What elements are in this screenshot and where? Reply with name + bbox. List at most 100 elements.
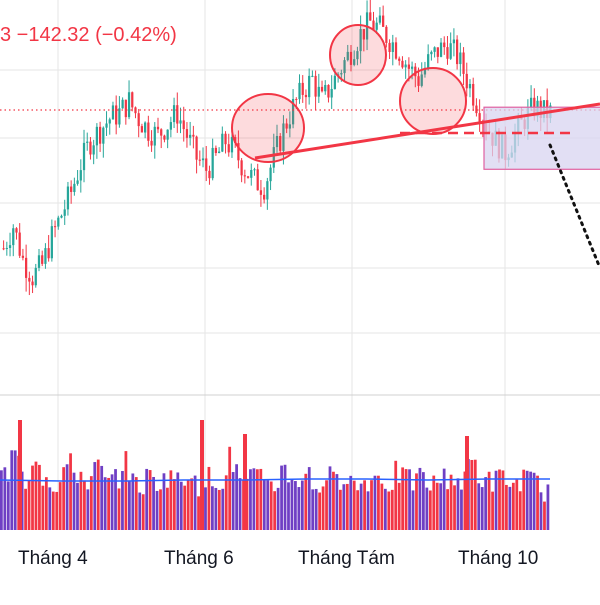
candle-body	[333, 75, 337, 89]
volume-bar	[318, 492, 322, 530]
candle-body	[2, 248, 5, 250]
candle-body	[240, 160, 243, 176]
volume-bar	[20, 471, 24, 530]
volume-bar	[408, 469, 411, 530]
candle-body	[327, 84, 330, 98]
candle-body	[369, 12, 372, 21]
pattern-ellipse	[399, 67, 467, 135]
volume-bar	[141, 494, 145, 530]
candle-body	[275, 136, 279, 148]
volume-bar	[390, 489, 394, 530]
candle-body	[115, 105, 118, 125]
volume-bar	[377, 475, 380, 530]
candle-body	[246, 176, 250, 178]
candle-body	[105, 123, 108, 128]
volume-bar	[415, 473, 418, 530]
volume-bar	[204, 487, 207, 530]
volume-bar	[214, 487, 218, 530]
pattern-ellipse	[231, 93, 305, 163]
candle-body	[76, 180, 79, 184]
volume-bar	[48, 487, 52, 530]
candle-body	[41, 255, 44, 264]
candle-body	[160, 129, 163, 136]
volume-bar	[532, 472, 536, 530]
candle-body	[163, 135, 166, 140]
highlight-box	[483, 106, 600, 170]
candle-body	[359, 29, 362, 52]
volume-bar	[280, 465, 283, 530]
volume-bar	[27, 480, 31, 530]
volume-bar	[65, 464, 69, 530]
volume-bar	[69, 453, 72, 530]
candle-body	[179, 120, 182, 124]
candle-body	[455, 39, 459, 65]
candle-body	[253, 169, 256, 171]
x-tick-label: Tháng Tám	[298, 548, 395, 569]
x-axis: Tháng 4 Tháng 6 Tháng Tám Tháng 10	[18, 548, 538, 569]
candle-body	[53, 226, 57, 228]
volume-bar	[93, 462, 97, 530]
volume-bar	[536, 475, 539, 530]
volume-bar	[162, 473, 166, 530]
candle-body	[63, 209, 66, 216]
volume-bar	[117, 488, 121, 530]
volume-bar	[380, 483, 384, 530]
candle-body	[375, 22, 378, 30]
volume-bar	[335, 474, 339, 530]
candle-body	[66, 186, 70, 210]
volume-bar	[41, 485, 45, 530]
volume-bar	[18, 420, 22, 530]
volume-bar	[249, 469, 252, 530]
volume-bar	[338, 489, 342, 530]
candle-body	[391, 42, 394, 53]
volume-bar	[373, 475, 377, 530]
candle-body	[394, 42, 398, 59]
candle-body	[272, 147, 275, 168]
volume-bar	[529, 471, 533, 530]
candle-body	[121, 99, 124, 109]
volume-bar	[418, 467, 422, 530]
volume-bar	[131, 473, 135, 530]
volume-bar	[252, 468, 256, 530]
volume-bar	[543, 501, 546, 530]
volume-bar	[200, 420, 204, 530]
candle-body	[118, 108, 121, 125]
volume-bar	[134, 477, 138, 530]
candle-body	[166, 129, 169, 140]
volume-bar	[300, 480, 304, 530]
candle-body	[423, 67, 427, 75]
candle-body	[404, 64, 407, 68]
volume-bar	[127, 480, 131, 530]
volume-bar	[515, 479, 519, 530]
volume-bar	[269, 481, 273, 530]
candle-body	[259, 190, 263, 195]
candle-body	[343, 60, 346, 74]
volume-bar	[470, 459, 474, 530]
candle-body	[291, 99, 295, 125]
candle-body	[137, 113, 140, 127]
volume-bar	[525, 470, 529, 530]
candle-body	[153, 126, 156, 146]
volume-bar	[221, 488, 225, 530]
candle-body	[311, 75, 314, 77]
volume-pane	[0, 420, 550, 530]
volume-bar	[311, 489, 315, 530]
volume-bar	[24, 488, 27, 530]
volume-bar	[110, 474, 114, 530]
volume-bar	[370, 480, 373, 530]
candle-body	[472, 83, 475, 106]
candle-body	[353, 59, 356, 65]
volume-bar	[34, 461, 38, 530]
candle-body	[60, 215, 63, 218]
volume-bar	[169, 470, 173, 530]
candle-body	[144, 122, 147, 133]
candle-body	[308, 75, 311, 98]
candle-body	[82, 142, 86, 171]
volume-bar	[328, 466, 332, 530]
candle-body	[256, 169, 259, 191]
volume-bar	[307, 467, 311, 530]
volume-bar	[155, 490, 159, 530]
candle-body	[201, 158, 205, 161]
